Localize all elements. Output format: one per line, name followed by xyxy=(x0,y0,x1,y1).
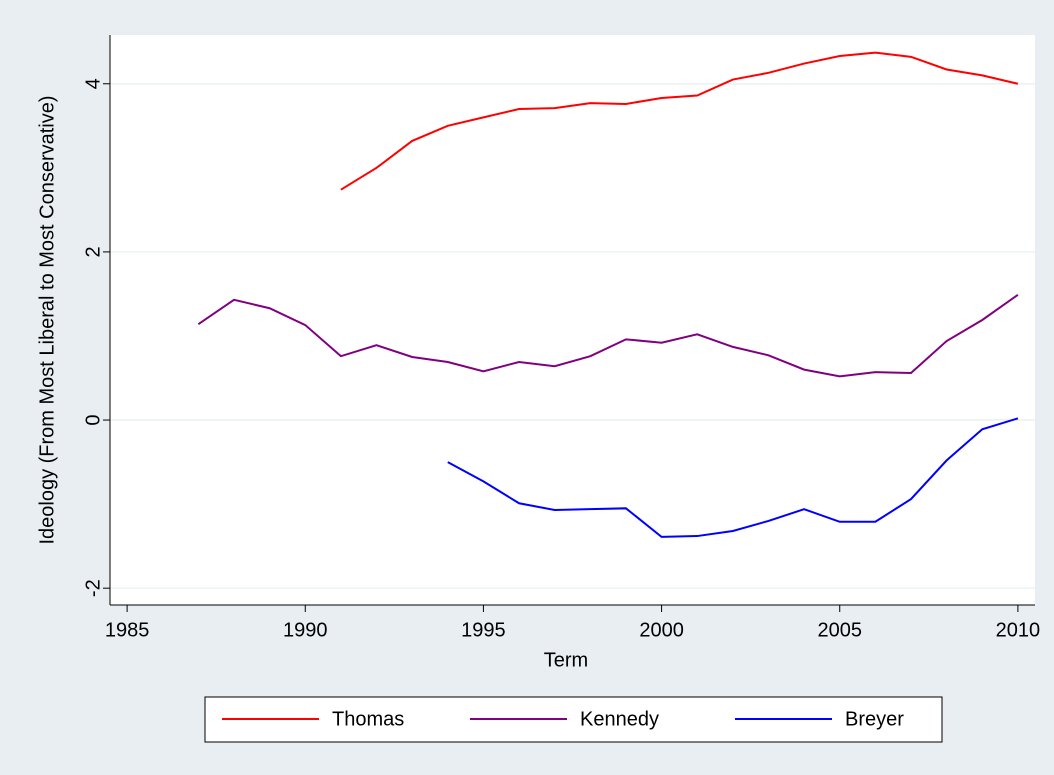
series-line xyxy=(447,417,1019,538)
x-tick-label: 2000 xyxy=(639,619,684,641)
x-tick-label: 1990 xyxy=(283,619,328,641)
legend-label: Thomas xyxy=(332,708,404,730)
x-tick-label: 1995 xyxy=(461,619,506,641)
y-tick-label: 4 xyxy=(82,78,104,89)
series-line xyxy=(197,293,1019,378)
x-tick-label: 1985 xyxy=(105,619,150,641)
x-tick-label: 2010 xyxy=(996,619,1041,641)
x-axis-title: Term xyxy=(544,649,588,671)
legend-label: Breyer xyxy=(845,708,904,730)
series-line xyxy=(340,51,1019,191)
y-tick-label: 0 xyxy=(82,414,104,425)
legend-label: Kennedy xyxy=(580,708,659,730)
y-tick-label: 2 xyxy=(82,246,104,257)
x-tick-label: 2005 xyxy=(817,619,862,641)
plot-area xyxy=(110,35,1035,605)
y-axis-title: Ideology (From Most Liberal to Most Cons… xyxy=(36,95,58,544)
y-tick-label: -2 xyxy=(82,579,104,597)
